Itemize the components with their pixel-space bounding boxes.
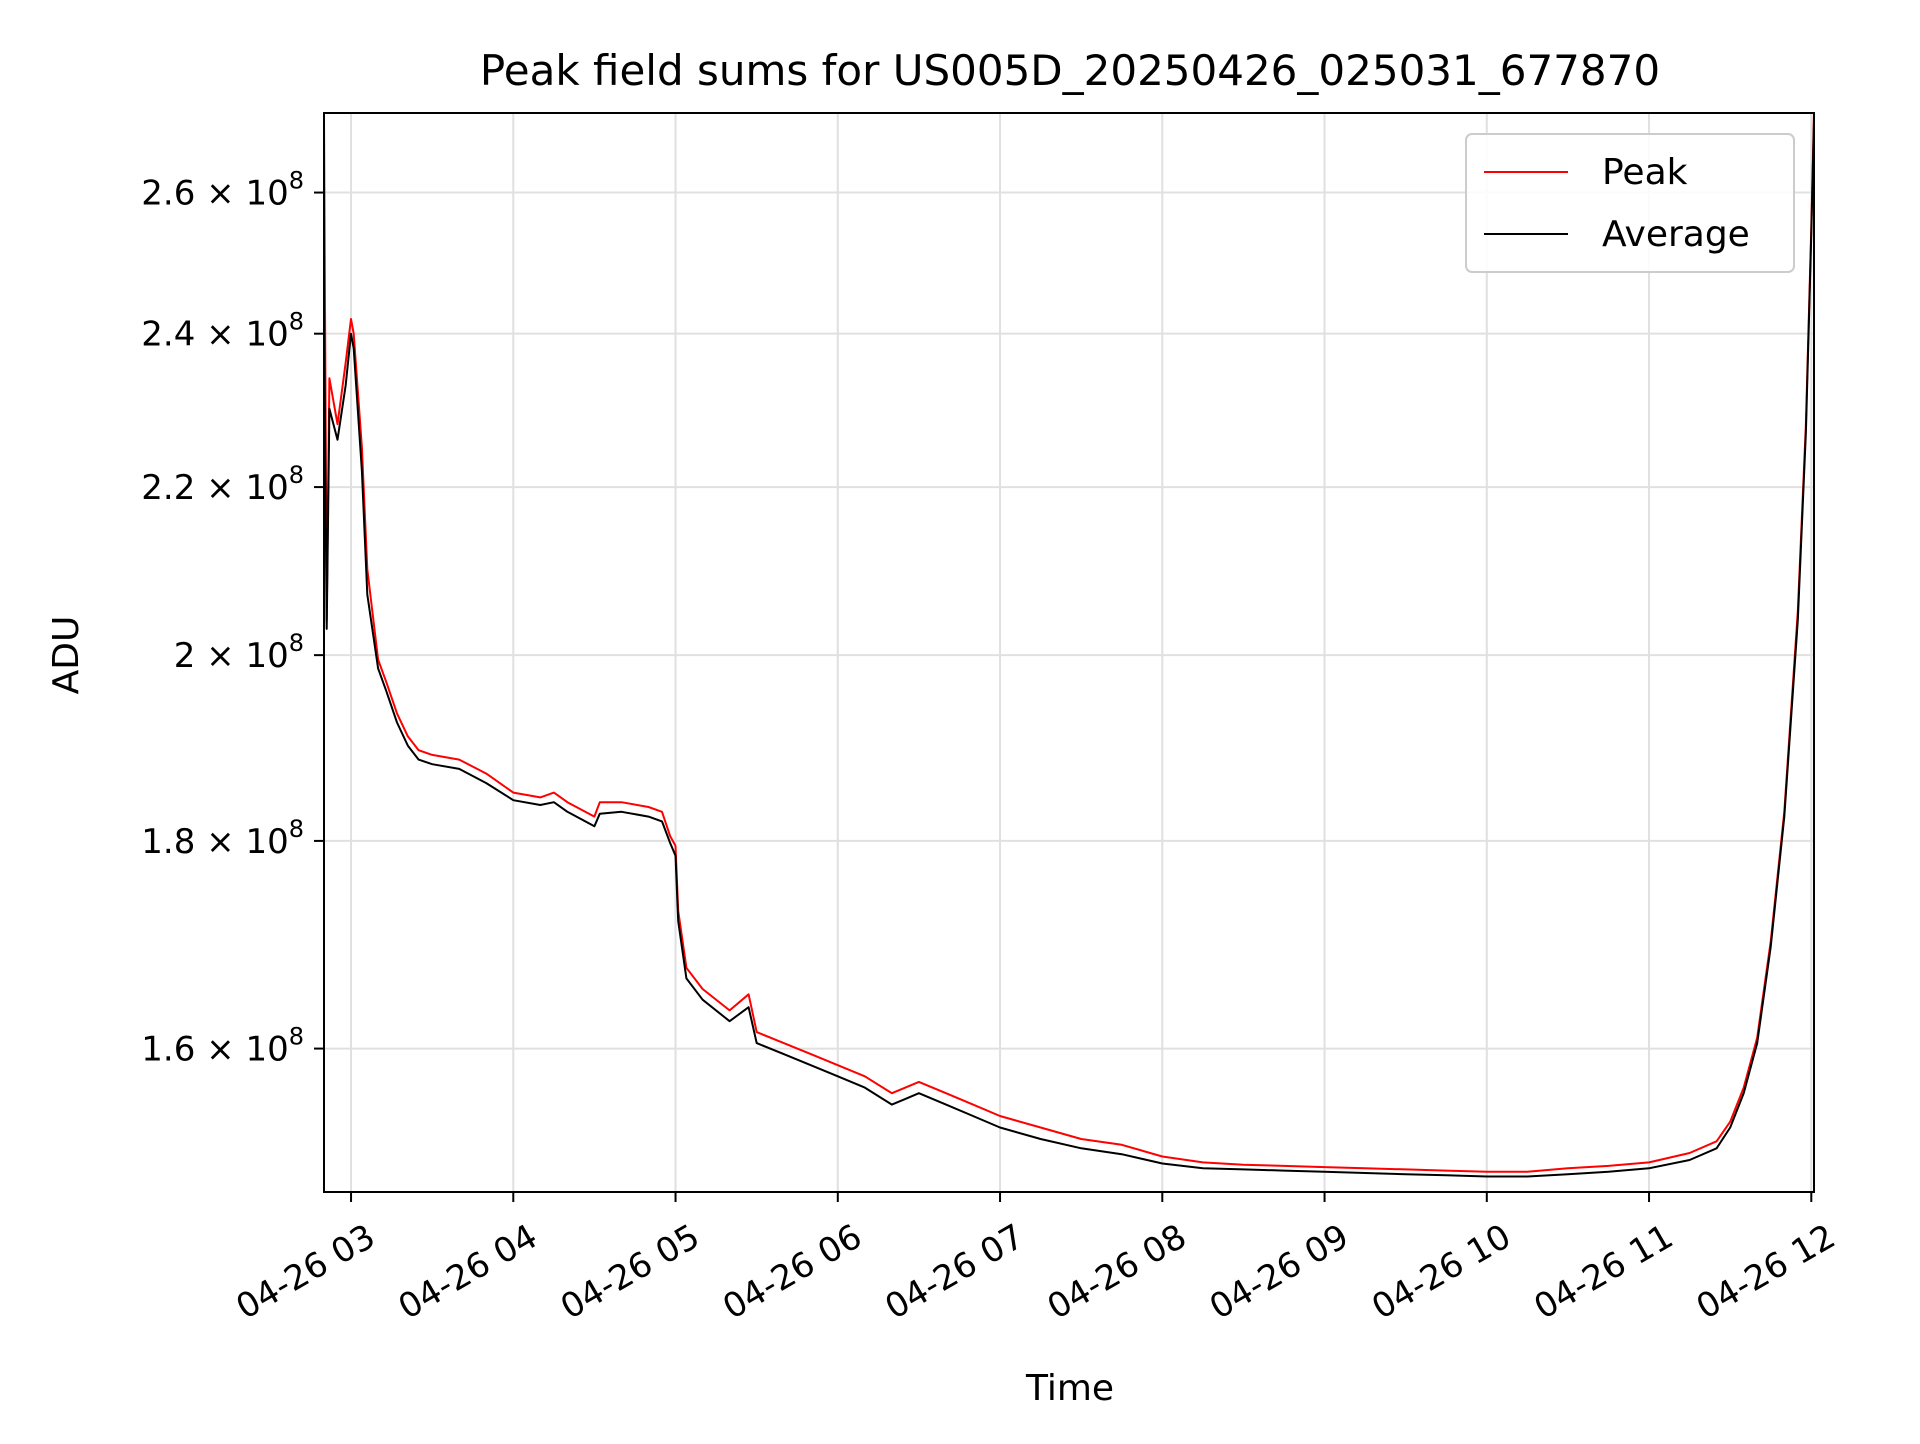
y-tick-label: 2.2 × 108 [141, 461, 304, 508]
plot-frame [323, 112, 1815, 1193]
chart-title: Peak field sums for US005D_20250426_0250… [480, 46, 1660, 95]
y-tick-label: 1.6 × 108 [141, 1023, 304, 1070]
series-layer [324, 113, 1814, 1178]
grid-layer [324, 113, 1814, 1192]
x-axis-label: Time [1025, 1368, 1114, 1409]
legend-label-peak: Peak [1602, 152, 1688, 193]
y-tick-label: 2 × 108 [174, 629, 304, 676]
y-tick-label: 2.4 × 108 [141, 308, 304, 355]
y-tick-label: 2.6 × 108 [141, 167, 304, 214]
series-line-peak [324, 113, 1814, 1173]
legend-label-average: Average [1602, 214, 1750, 255]
y-axis: 1.6 × 108 1.8 × 108 2 × 108 2.2 × 108 2.4 × … [141, 167, 324, 1070]
y-axis-label: ADU [46, 616, 87, 695]
series-line-average [324, 119, 1814, 1178]
legend-box [1465, 133, 1795, 273]
legend: Peak Average [1465, 133, 1795, 273]
y-tick-label: 1.8 × 108 [141, 815, 304, 862]
